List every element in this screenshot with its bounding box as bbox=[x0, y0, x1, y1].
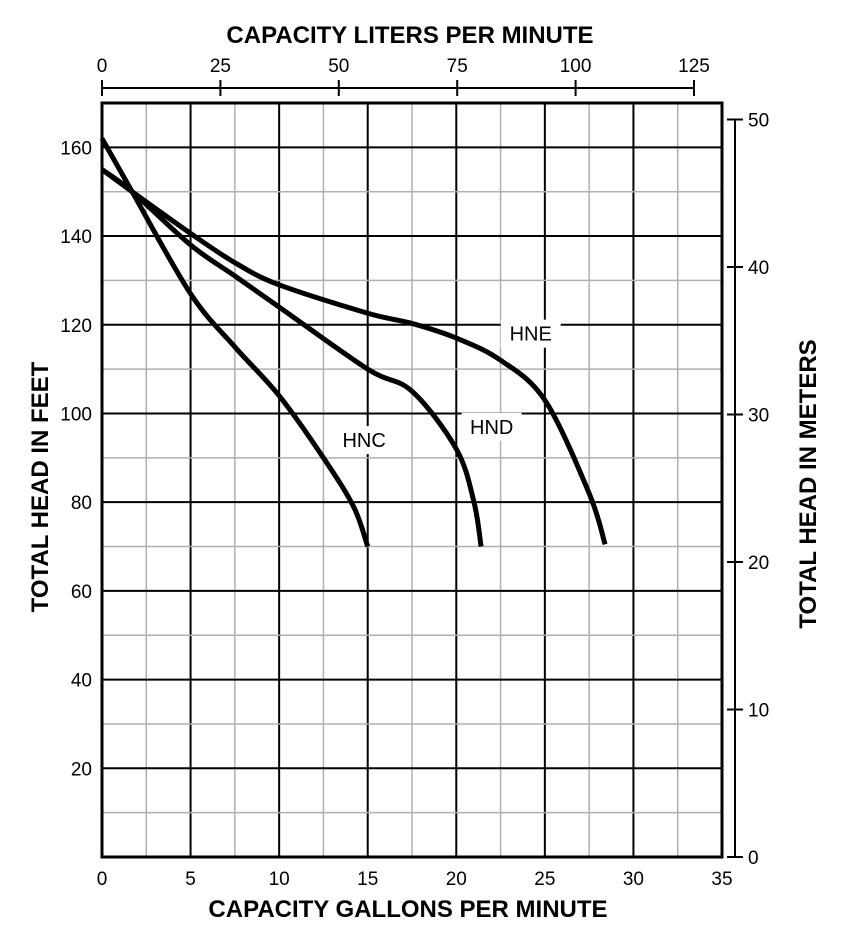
x2-tick-label: 50 bbox=[328, 56, 349, 77]
y2-axis-title: TOTAL HEAD IN METERS bbox=[795, 339, 822, 628]
x-tick-label: 0 bbox=[97, 869, 108, 890]
series-label-hnd: HND bbox=[470, 417, 513, 439]
y-tick-label: 40 bbox=[71, 671, 92, 692]
curve-hne bbox=[100, 167, 608, 546]
y-tick-label: 80 bbox=[71, 493, 92, 514]
plot-frame bbox=[100, 101, 724, 859]
y-tick-label: 100 bbox=[60, 404, 92, 425]
y-tick-label: 20 bbox=[71, 759, 92, 780]
x2-tick-label: 100 bbox=[560, 56, 592, 77]
y2-tick-label: 20 bbox=[748, 553, 769, 574]
y2-tick-label: 0 bbox=[748, 848, 759, 869]
series-label-hnc: HNC bbox=[342, 430, 385, 452]
series-label-bg bbox=[461, 412, 522, 441]
x2-tick-label: 0 bbox=[97, 56, 108, 77]
curve-hnc bbox=[99, 137, 371, 548]
curve-hnd bbox=[100, 167, 484, 547]
x2-tick-label: 125 bbox=[678, 56, 710, 77]
x-axis-title: CAPACITY GALLONS PER MINUTE bbox=[208, 896, 607, 923]
y2-tick-label: 50 bbox=[748, 111, 769, 132]
series-labels: HNC HND HNE bbox=[334, 319, 561, 455]
series-label-hne: HNE bbox=[510, 324, 552, 346]
x-tick-label: 5 bbox=[185, 869, 196, 890]
grid bbox=[102, 103, 722, 857]
series-label-bg bbox=[500, 319, 561, 348]
x-tick-label: 10 bbox=[269, 869, 290, 890]
x-tick-label: 30 bbox=[623, 869, 644, 890]
series-label-bg bbox=[334, 426, 395, 455]
y-tick-label: 60 bbox=[71, 582, 92, 603]
y-tick-label: 120 bbox=[60, 316, 92, 337]
y-tick-label: 140 bbox=[60, 227, 92, 248]
y2-tick-label: 30 bbox=[748, 406, 769, 427]
x2-axis-title: CAPACITY LITERS PER MINUTE bbox=[226, 22, 593, 49]
y2-tick-label: 10 bbox=[748, 701, 769, 722]
curves bbox=[99, 137, 608, 548]
y-tick-label: 160 bbox=[60, 138, 92, 159]
x2-tick-label: 75 bbox=[447, 56, 468, 77]
x-tick-label: 35 bbox=[711, 869, 732, 890]
y-axis-title: TOTAL HEAD IN FEET bbox=[27, 361, 54, 612]
x-tick-label: 15 bbox=[357, 869, 378, 890]
y2-tick-label: 40 bbox=[748, 258, 769, 279]
x2-tick-label: 25 bbox=[210, 56, 231, 77]
x-tick-label: 25 bbox=[534, 869, 555, 890]
x-tick-label: 20 bbox=[446, 869, 467, 890]
